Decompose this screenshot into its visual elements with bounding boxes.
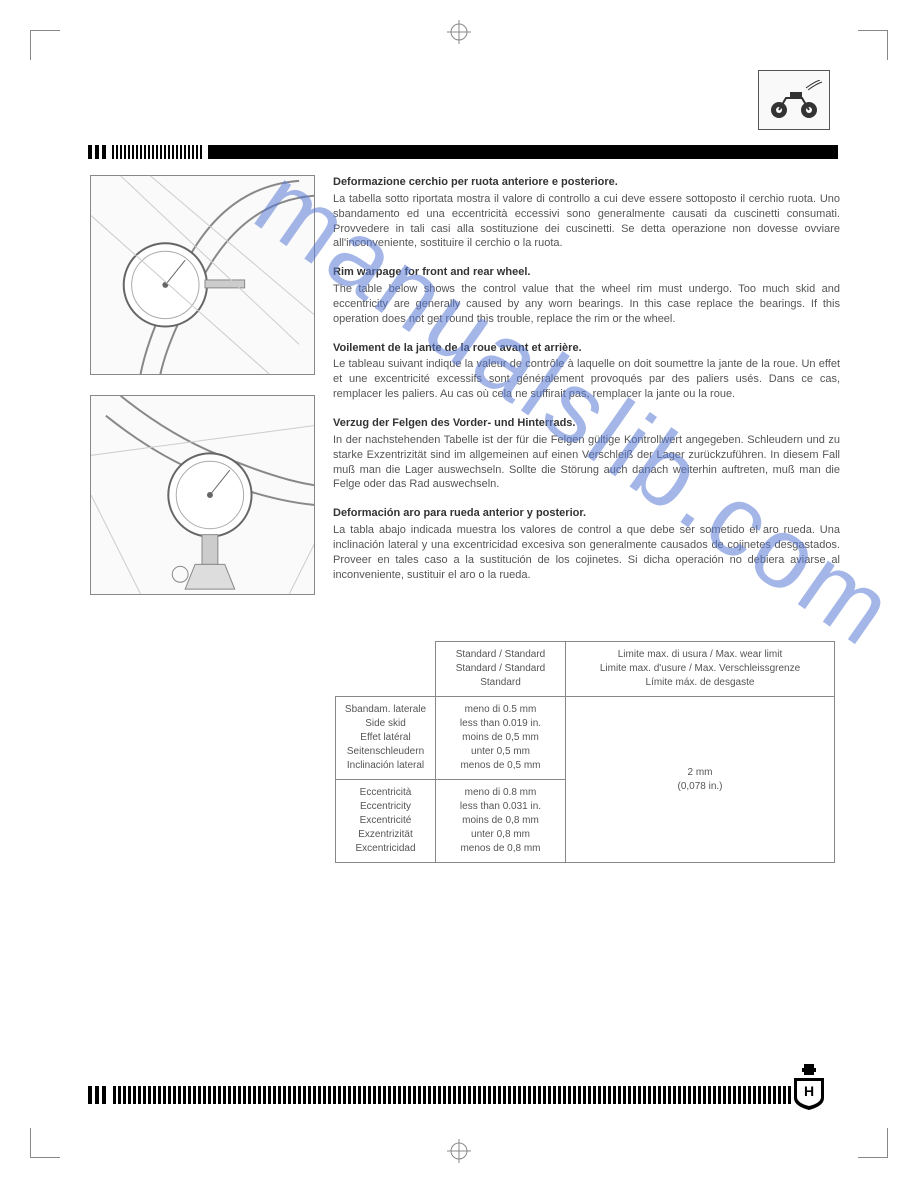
value-cell: less than 0.019 in. xyxy=(460,718,541,729)
crop-mark-br xyxy=(858,1128,888,1158)
section-body: The table below shows the control value … xyxy=(333,282,840,327)
section-es: Deformación aro para rueda anterior y po… xyxy=(333,506,840,582)
section-en: Rim warpage for front and rear wheel. Th… xyxy=(333,265,840,326)
value-cell: unter 0,8 mm xyxy=(471,829,530,840)
section-fr: Voilement de la jante de la roue avant e… xyxy=(333,341,840,402)
header-cell: Limite max. di usura / Max. wear limit xyxy=(618,649,783,660)
spec-table-wrap: Standard / Standard Standard / Standard … xyxy=(335,641,835,863)
table-row: Standard / Standard Standard / Standard … xyxy=(336,642,835,697)
label-cell: Excentricité xyxy=(360,815,412,826)
section-title: Deformazione cerchio per ruota anteriore… xyxy=(333,175,840,190)
label-cell: Exzentrizität xyxy=(358,829,412,840)
header-cell: Limite max. d'usure / Max. Verschleissgr… xyxy=(600,663,800,674)
figures-column xyxy=(90,175,315,615)
figure-dial-gauge-lateral xyxy=(90,175,315,375)
crop-mark-bl xyxy=(30,1128,60,1158)
section-title: Verzug der Felgen des Vorder- und Hinter… xyxy=(333,416,840,431)
section-title: Deformación aro para rueda anterior y po… xyxy=(333,506,840,521)
section-title: Rim warpage for front and rear wheel. xyxy=(333,265,840,280)
value-cell: moins de 0,8 mm xyxy=(462,815,539,826)
text-column: Deformazione cerchio per ruota anteriore… xyxy=(333,175,840,615)
label-cell: Inclinación lateral xyxy=(347,760,424,771)
brand-badge-icon: H xyxy=(790,1064,828,1110)
section-body: Le tableau suivant indique la valeur de … xyxy=(333,357,840,402)
value-cell: menos de 0,5 mm xyxy=(460,760,540,771)
value-cell: moins de 0,5 mm xyxy=(462,732,539,743)
label-cell: Sbandam. laterale xyxy=(345,704,426,715)
registration-mark-top xyxy=(447,20,471,49)
section-body: In der nachstehenden Tabelle ist der für… xyxy=(333,433,840,492)
section-body: La tabla abajo indicada muestra los valo… xyxy=(333,523,840,582)
header-cell: Standard xyxy=(480,677,521,688)
label-cell: Side skid xyxy=(365,718,406,729)
decorative-bar-bottom xyxy=(88,1086,838,1100)
crop-mark-tl xyxy=(30,30,60,60)
header-cell: Límite máx. de desgaste xyxy=(646,677,755,688)
table-row: Sbandam. laterale Side skid Effet latéra… xyxy=(336,697,835,780)
label-cell: Excentricidad xyxy=(355,843,415,854)
label-cell: Eccentricità xyxy=(360,787,412,798)
value-cell: meno di 0.8 mm xyxy=(465,787,537,798)
value-cell: meno di 0.5 mm xyxy=(465,704,537,715)
crop-mark-tr xyxy=(858,30,888,60)
figure-dial-gauge-radial xyxy=(90,395,315,595)
header-cell: Standard / Standard xyxy=(456,649,546,660)
limit-cell: 2 mm (0,078 in.) xyxy=(566,697,835,863)
label-cell: Effet latéral xyxy=(360,732,410,743)
section-title: Voilement de la jante de la roue avant e… xyxy=(333,341,840,356)
value-cell: menos de 0,8 mm xyxy=(460,843,540,854)
section-it: Deformazione cerchio per ruota anteriore… xyxy=(333,175,840,251)
header-cell: Standard / Standard xyxy=(456,663,546,674)
value-cell: unter 0,5 mm xyxy=(471,746,530,757)
spec-table: Standard / Standard Standard / Standard … xyxy=(335,641,835,863)
svg-text:H: H xyxy=(804,1083,814,1099)
label-cell: Seitenschleudern xyxy=(347,746,424,757)
registration-mark-bottom xyxy=(447,1139,471,1168)
section-de: Verzug der Felgen des Vorder- und Hinter… xyxy=(333,416,840,492)
section-body: La tabella sotto riportata mostra il val… xyxy=(333,192,840,251)
value-cell: less than 0.031 in. xyxy=(460,801,541,812)
label-cell: Eccentricity xyxy=(360,801,411,812)
